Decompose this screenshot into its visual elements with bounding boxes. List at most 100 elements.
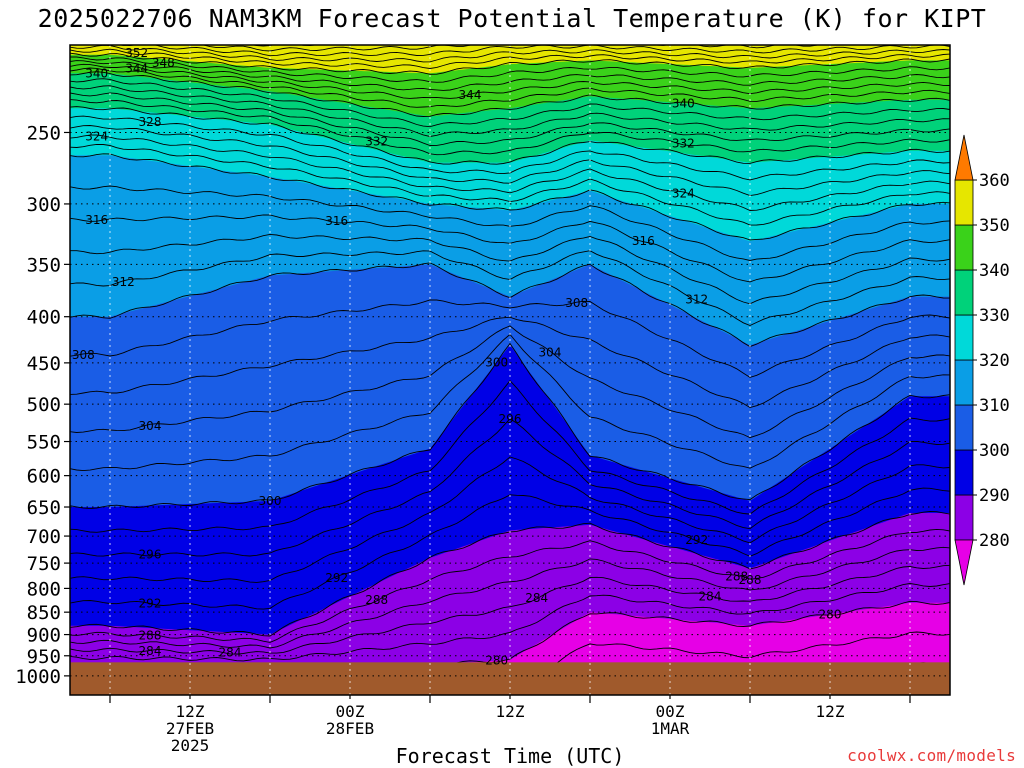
- contour-label: 340: [672, 96, 695, 110]
- contour-360: [251, 45, 318, 47]
- grid-lines: [70, 45, 950, 695]
- contour-label: 328: [139, 115, 162, 129]
- contour-label: 304: [539, 345, 562, 359]
- contour-label: 292: [325, 571, 348, 585]
- contour-label: 292: [139, 596, 162, 610]
- x-tick-label: 2025: [171, 736, 210, 755]
- colorbar: 360 350 340 330 320 310 300 290 280: [954, 134, 1010, 586]
- contour-label: 340: [85, 66, 108, 80]
- y-tick-label: 450: [27, 353, 61, 375]
- colorbar-seg: [954, 314, 974, 361]
- contour-350: [70, 52, 950, 75]
- colorbar-label: 300: [979, 441, 1010, 461]
- colorbar-seg: [954, 179, 974, 226]
- contour-332: [70, 99, 950, 156]
- colorbar-seg: [954, 494, 974, 541]
- contour-288: [70, 528, 950, 643]
- contour-labels: 352 348 340 344 344 340 332 324 328 324 316 332 316 3…: [72, 46, 842, 668]
- contour-label: 344: [459, 88, 482, 102]
- contour-label: 316: [632, 234, 655, 248]
- contour-344: [70, 63, 950, 99]
- band-350: [70, 45, 950, 74]
- colorbar-label: 330: [979, 306, 1010, 326]
- x-tick-label: 12Z: [176, 702, 205, 721]
- colorbar-seg: [954, 269, 974, 316]
- x-tick-label: 00Z: [336, 702, 365, 721]
- y-tick-label: 750: [27, 553, 61, 575]
- contour-340: [70, 71, 950, 117]
- colorbar-label: 340: [979, 261, 1010, 281]
- contour-label: 348: [152, 56, 175, 70]
- ground-layer: [70, 662, 950, 695]
- contour-label: 344: [125, 62, 148, 76]
- contour-338: [70, 78, 950, 128]
- contour-label: 316: [85, 213, 108, 227]
- contour-334: [70, 92, 950, 146]
- contour-358: [201, 45, 861, 52]
- ground-fill: [70, 662, 950, 695]
- y-tick-label: 800: [27, 578, 61, 600]
- y-tick-label: 700: [27, 526, 61, 548]
- band-372: [70, 0, 950, 40]
- contour-label: 284: [219, 646, 242, 660]
- y-tick-label: 250: [27, 122, 61, 144]
- x-tick-label: 12Z: [816, 702, 845, 721]
- contour-label: 300: [259, 494, 282, 508]
- contour-300: [70, 342, 950, 510]
- y-tick-label: 300: [27, 194, 61, 216]
- colorbar-seg: [954, 404, 974, 451]
- y-tick-label: 500: [27, 394, 61, 416]
- x-axis-label: Forecast Time (UTC): [395, 744, 625, 768]
- contour-308: [70, 299, 950, 378]
- contour-348: [70, 56, 950, 83]
- colorbar-label: 360: [979, 171, 1010, 191]
- colorbar-seg: [954, 359, 974, 406]
- x-tick-label: 12Z: [496, 702, 525, 721]
- colorbar-label: 350: [979, 216, 1010, 236]
- contour-label: 324: [85, 129, 108, 143]
- y-tick-label: 400: [27, 307, 61, 329]
- contour-label: 284: [699, 589, 722, 603]
- contour-304: [70, 325, 950, 439]
- contour-label: 332: [672, 136, 695, 150]
- x-tick-label: 1MAR: [651, 719, 690, 738]
- colorbar-seg: [954, 224, 974, 271]
- y-tick-label: 950: [27, 646, 61, 668]
- contour-label: 284: [139, 644, 162, 658]
- band-360: [70, 35, 950, 45]
- y-tick-label: 850: [27, 602, 61, 624]
- contour-284: [70, 564, 950, 655]
- y-axis: 2503003504004505005506006507007508008509…: [15, 122, 70, 688]
- contour-label: 296: [139, 547, 162, 561]
- contour-label: 288: [739, 573, 762, 587]
- contour-label: 280: [819, 607, 842, 621]
- y-tick-label: 650: [27, 497, 61, 519]
- contour-324: [70, 134, 950, 211]
- y-tick-label: 350: [27, 254, 61, 276]
- contour-286: [70, 546, 950, 649]
- credit-link[interactable]: coolwx.com/models: [847, 746, 1016, 765]
- contour-356: [118, 45, 950, 57]
- contour-label: 288: [725, 570, 748, 584]
- x-tick-label: 27FEB: [166, 719, 214, 738]
- y-tick-label: 900: [27, 625, 61, 647]
- contour-label: 292: [685, 533, 708, 547]
- contour-label: 300: [485, 355, 508, 369]
- colorbar-label: 290: [979, 486, 1010, 506]
- contour-362: [70, 5, 950, 17]
- colorbar-label: 310: [979, 396, 1010, 416]
- colorbar-seg: [954, 449, 974, 496]
- contour-label: 288: [365, 593, 388, 607]
- contour-320: [70, 153, 950, 241]
- contour-label: 324: [672, 186, 695, 200]
- contour-label: 304: [139, 419, 162, 433]
- contour-282: [70, 583, 950, 662]
- x-tick-label: 28FEB: [326, 719, 374, 738]
- theta-contour-lines: [70, 5, 950, 695]
- y-tick-label: 600: [27, 466, 61, 488]
- contour-label: 332: [365, 135, 388, 149]
- colorbar-bottom-arrow: [954, 539, 974, 586]
- contour-330: [70, 106, 950, 165]
